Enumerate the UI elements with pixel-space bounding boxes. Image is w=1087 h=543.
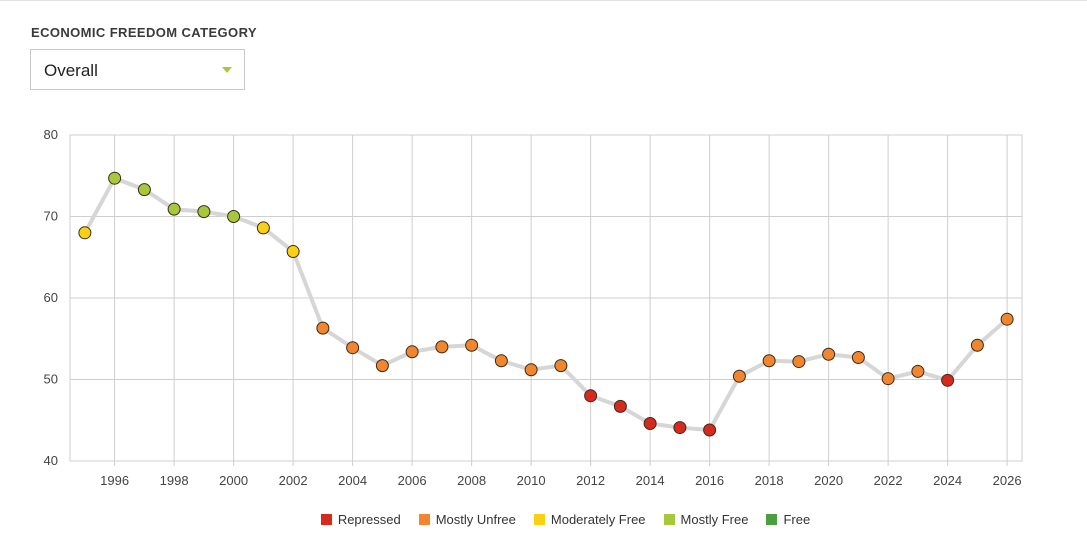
data-point [643, 417, 657, 431]
legend-label: Free [783, 512, 811, 527]
data-point [524, 363, 538, 377]
legend-label: Mostly Free [680, 512, 749, 527]
data-point [911, 364, 925, 378]
chart-legend: Repressed Mostly Unfree Moderately Free Mos… [0, 512, 1087, 527]
data-point [851, 350, 865, 364]
x-tick-label: 2018 [755, 473, 784, 488]
legend-swatch [663, 514, 675, 525]
data-point [792, 355, 806, 369]
data-point [405, 345, 419, 359]
x-tick-label: 2012 [576, 473, 605, 488]
data-point [494, 354, 508, 368]
y-tick-label: 80 [44, 127, 58, 142]
legend-swatch [533, 514, 545, 525]
data-point [346, 341, 360, 355]
legend-label: Repressed [337, 512, 401, 527]
x-tick-label: 2016 [695, 473, 724, 488]
data-point [762, 354, 776, 368]
data-point [167, 202, 181, 216]
data-point [197, 205, 211, 219]
data-point [256, 221, 270, 235]
data-point [941, 373, 955, 387]
y-tick-label: 50 [44, 372, 58, 387]
data-point [375, 359, 389, 373]
legend-item: Free [766, 512, 810, 527]
x-tick-label: 2002 [279, 473, 308, 488]
x-tick-label: 2026 [993, 473, 1022, 488]
legend-item: Moderately Free [533, 512, 646, 527]
legend-swatch [766, 514, 778, 525]
data-point [822, 347, 836, 361]
x-tick-label: 2022 [874, 473, 903, 488]
data-point [137, 183, 151, 197]
x-tick-label: 2006 [398, 473, 427, 488]
data-point [78, 226, 92, 240]
data-point [703, 423, 717, 437]
data-point [613, 399, 627, 413]
x-tick-label: 2010 [517, 473, 546, 488]
legend-swatch [320, 514, 332, 525]
data-point [286, 245, 300, 259]
legend-label: Moderately Free [550, 512, 646, 527]
data-point [673, 421, 687, 435]
data-point [554, 359, 568, 373]
x-tick-label: 2024 [933, 473, 962, 488]
data-point [108, 171, 122, 185]
legend-item: Mostly Unfree [418, 512, 516, 527]
legend-item: Repressed [320, 512, 401, 527]
data-point [435, 340, 449, 354]
x-tick-label: 2004 [338, 473, 367, 488]
y-tick-label: 60 [44, 290, 58, 305]
data-point [970, 338, 984, 352]
data-point [584, 389, 598, 403]
data-point [732, 369, 746, 383]
x-tick-label: 2014 [636, 473, 665, 488]
x-tick-label: 1998 [160, 473, 189, 488]
data-point [316, 321, 330, 335]
legend-item: Mostly Free [663, 512, 749, 527]
category-dropdown[interactable]: Overall [30, 49, 245, 90]
data-point [881, 372, 895, 386]
y-tick-label: 40 [44, 453, 58, 468]
data-point [1000, 312, 1014, 326]
x-tick-label: 1996 [100, 473, 129, 488]
legend-swatch [418, 514, 430, 525]
x-tick-label: 2020 [814, 473, 843, 488]
dropdown-selected-value: Overall [44, 61, 98, 80]
x-tick-label: 2000 [219, 473, 248, 488]
chevron-down-icon [222, 67, 232, 73]
legend-label: Mostly Unfree [435, 512, 516, 527]
data-point [465, 338, 479, 352]
y-tick-label: 70 [44, 209, 58, 224]
series-line [82, 176, 1010, 432]
category-label: ECONOMIC FREEDOM CATEGORY [31, 25, 257, 40]
data-point [227, 210, 241, 223]
x-tick-label: 2008 [457, 473, 486, 488]
